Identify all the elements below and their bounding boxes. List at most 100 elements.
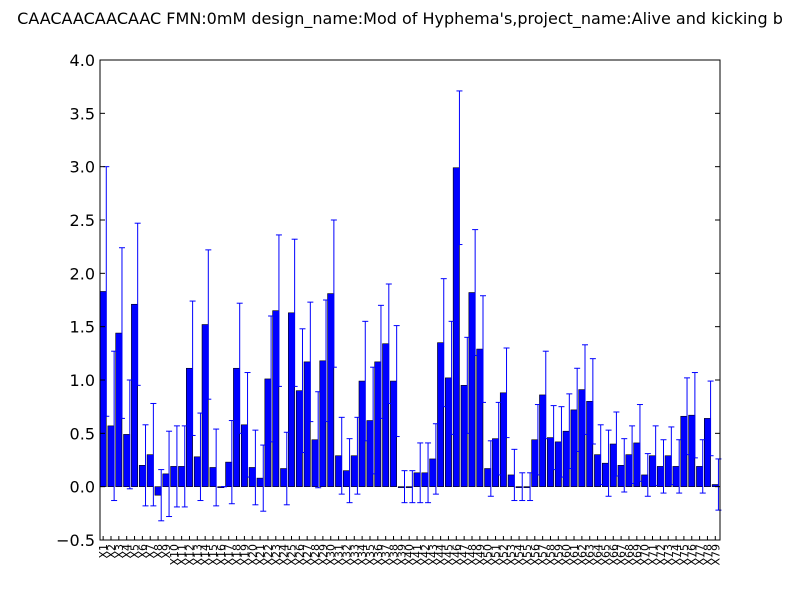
x-tick-label: X1 [97, 544, 110, 559]
bar-x29 [319, 360, 327, 487]
error-bar-x60 [566, 393, 573, 470]
x-tick-label: X25 [285, 544, 298, 566]
error-bar-x35 [370, 366, 377, 475]
bar-x65 [601, 462, 609, 487]
bar-x11 [178, 466, 186, 487]
x-tick-label: X20 [246, 544, 259, 566]
bar-x17 [225, 461, 233, 487]
x-tick-label: X45 [442, 544, 455, 566]
error-bar-x65 [605, 429, 612, 497]
bar-x24 [280, 468, 288, 487]
error-bar-x23 [275, 234, 282, 387]
bar-x35 [366, 420, 374, 487]
bar-x60 [562, 430, 570, 487]
error-bar-x26 [299, 328, 306, 454]
error-bar-x44 [440, 278, 447, 408]
x-tick-label: X46 [450, 544, 463, 566]
x-tick-label: X41 [411, 544, 424, 566]
error-bar-x57 [542, 350, 549, 440]
bar-x4 [123, 434, 131, 487]
error-bar-x8 [158, 469, 165, 522]
bar-x62 [578, 389, 586, 487]
x-tick-label: X23 [270, 544, 283, 566]
bar-x77 [696, 466, 704, 487]
x-tick-label: X13 [191, 544, 204, 566]
bar-x66 [609, 443, 617, 487]
error-bar-x37 [385, 283, 392, 404]
error-bar-x15 [213, 428, 220, 507]
bar-x71 [649, 455, 656, 487]
x-tick-label: X61 [568, 544, 581, 566]
x-tick-label: X64 [592, 544, 605, 566]
error-bar-x53 [511, 448, 518, 502]
bar-x5 [131, 303, 138, 487]
x-tick-label: X14 [199, 544, 212, 566]
error-bar-x13 [197, 412, 204, 502]
bar-x40 [405, 486, 413, 488]
x-tick-label: X63 [584, 544, 597, 566]
x-tick-label: X57 [537, 544, 550, 566]
error-bar-x77 [699, 439, 706, 494]
y-tick-label: 2.5 [70, 211, 95, 230]
x-tick-label: X51 [490, 544, 503, 566]
bar-x72 [656, 466, 664, 487]
error-bar-x22 [268, 315, 275, 443]
bar-x56 [531, 439, 539, 487]
bar-x61 [570, 409, 578, 487]
error-bar-x3 [118, 247, 125, 419]
x-tick-label: X71 [647, 544, 660, 566]
bar-x75 [680, 415, 688, 487]
x-tick-label: X12 [183, 544, 196, 566]
bar-x13 [193, 456, 201, 487]
bar-x15 [209, 467, 217, 487]
error-bar-x25 [291, 238, 298, 387]
x-tick-label: X37 [380, 544, 393, 566]
bar-x22 [264, 378, 272, 487]
error-bar-x69 [636, 404, 643, 482]
error-bar-x78 [707, 380, 714, 457]
y-tick-label: 1.5 [70, 318, 95, 337]
x-tick-label: X47 [458, 544, 471, 566]
error-bar-x63 [589, 358, 596, 445]
x-tick-label: X79 [709, 544, 722, 566]
bar-x69 [633, 442, 641, 487]
x-tick-label: X26 [293, 544, 306, 566]
error-bar-x18 [236, 302, 243, 434]
x-tick-label: X70 [639, 544, 652, 566]
x-tick-label: X38 [388, 544, 401, 566]
x-tick-label: X50 [482, 544, 495, 566]
x-tick-label: X34 [356, 544, 369, 566]
y-tick-label: 3.5 [70, 104, 95, 123]
error-bar-x43 [432, 423, 439, 495]
x-tick-label: X52 [497, 544, 510, 566]
x-tick-label: X32 [340, 544, 353, 566]
error-bar-x20 [252, 429, 259, 506]
bar-x41 [413, 472, 421, 487]
x-tick-label: X30 [325, 544, 338, 566]
error-bar-x62 [582, 344, 589, 435]
error-bar-x14 [205, 249, 212, 400]
error-bar-x67 [621, 438, 628, 493]
bar-x8 [154, 486, 162, 496]
bar-x9 [162, 473, 170, 487]
x-tick-label: X24 [278, 544, 291, 566]
bar-x1 [99, 291, 107, 487]
x-tick-label: X68 [623, 544, 636, 566]
error-bar-x45 [448, 320, 455, 435]
bar-x12 [186, 367, 193, 487]
bar-x78 [703, 418, 711, 487]
x-tick-label: X40 [403, 544, 416, 566]
error-bar-x66 [613, 411, 620, 477]
bar-x36 [374, 361, 382, 487]
bar-x38 [390, 380, 397, 487]
x-tick-label: X66 [607, 544, 620, 566]
bar-x21 [256, 477, 264, 487]
x-tick-label: X53 [505, 544, 518, 566]
error-bar-x39 [401, 470, 408, 504]
error-bar-x2 [111, 350, 118, 502]
x-tick-label: X10 [168, 544, 181, 566]
bar-x33 [350, 455, 358, 487]
error-bar-x32 [346, 438, 353, 504]
bar-x48 [468, 292, 476, 487]
